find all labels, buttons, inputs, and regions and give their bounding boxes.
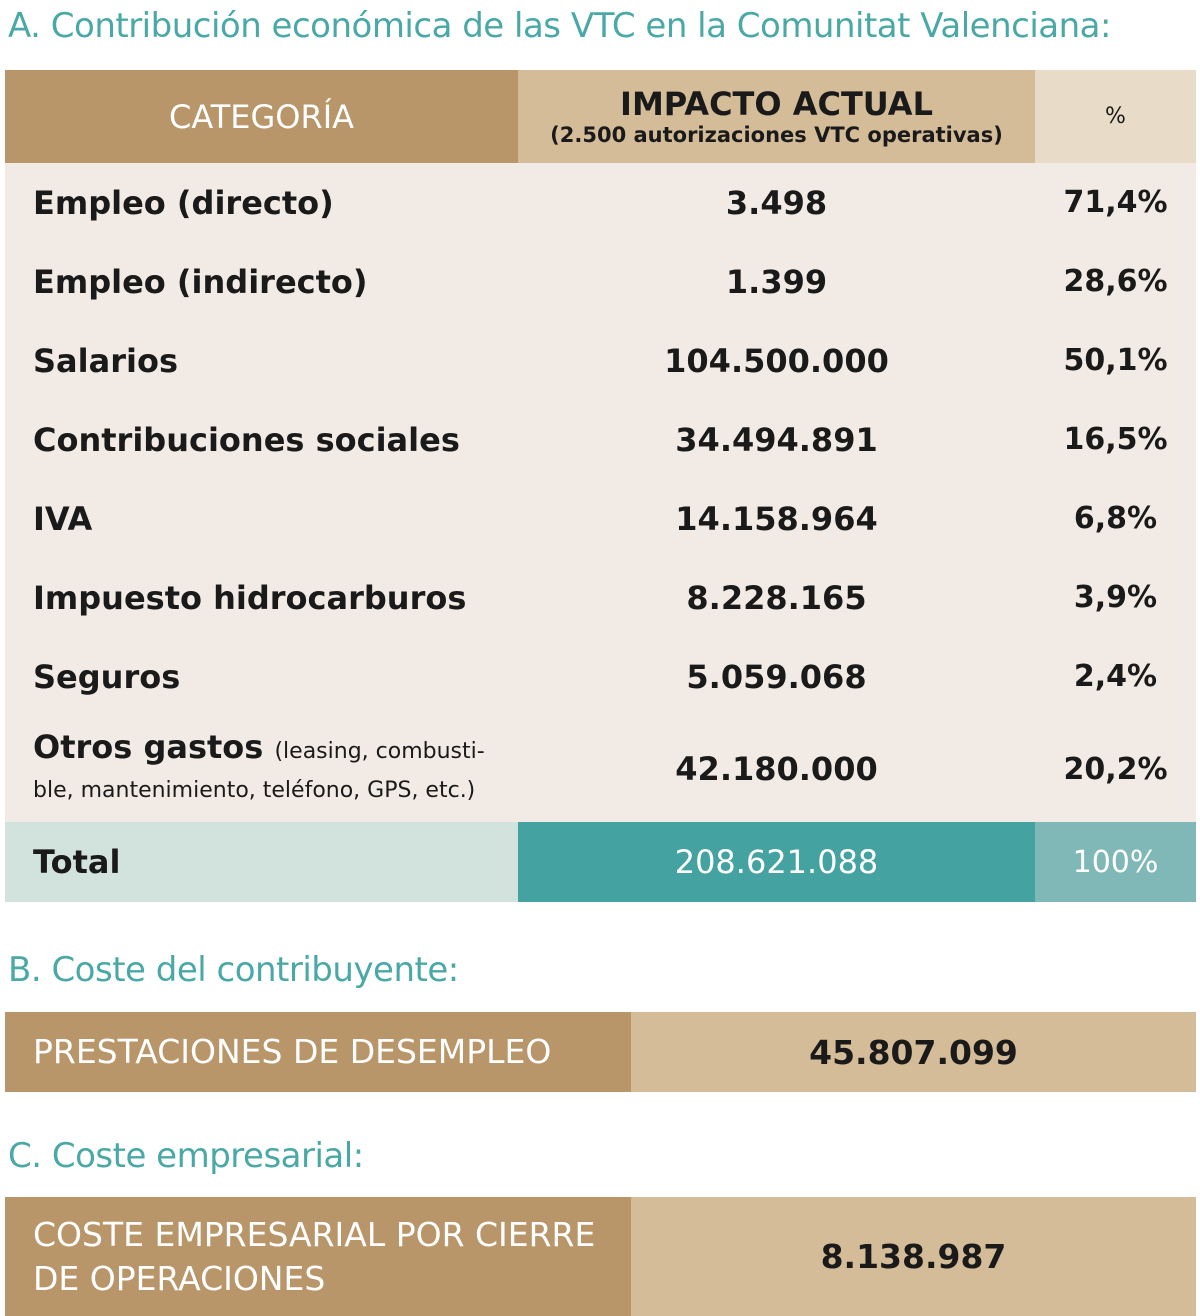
row-category: Seguros	[5, 637, 518, 716]
table-row: Impuesto hidrocarburos 8.228.165 3,9%	[5, 558, 1196, 637]
table-row: Salarios 104.500.000 50,1%	[5, 321, 1196, 400]
row-value: 42.180.000	[518, 716, 1035, 822]
total-label: Total	[5, 822, 518, 902]
total-percent: 100%	[1035, 822, 1196, 902]
header-impact: IMPACTO ACTUAL (2.500 autorizaciones VTC…	[518, 70, 1035, 163]
row-percent: 50,1%	[1035, 321, 1196, 400]
row-category: Salarios	[5, 321, 518, 400]
row-category-label: Salarios	[33, 341, 178, 380]
row-percent: 16,5%	[1035, 400, 1196, 479]
row-category-label: Empleo (directo)	[33, 183, 334, 222]
row-percent: 6,8%	[1035, 479, 1196, 558]
row-category-note: (leasing, combusti-ble, mantenimiento, t…	[33, 739, 485, 803]
unemployment-benefits-box: PRESTACIONES DE DESEMPLEO 45.807.099	[5, 1012, 1196, 1092]
table-row: Contribuciones sociales 34.494.891 16,5%	[5, 400, 1196, 479]
row-value: 34.494.891	[518, 400, 1035, 479]
row-value: 3.498	[518, 163, 1035, 242]
total-row: Total 208.621.088 100%	[5, 822, 1196, 902]
row-category: IVA	[5, 479, 518, 558]
row-percent: 2,4%	[1035, 637, 1196, 716]
header-impact-title: IMPACTO ACTUAL	[620, 84, 933, 123]
row-percent: 28,6%	[1035, 242, 1196, 321]
table-row: Otros gastos (leasing, combusti-ble, man…	[5, 716, 1196, 822]
total-value: 208.621.088	[518, 822, 1035, 902]
row-category: Empleo (directo)	[5, 163, 518, 242]
row-value: 1.399	[518, 242, 1035, 321]
row-category-label: Otros gastos	[33, 728, 264, 766]
row-value: 8.228.165	[518, 558, 1035, 637]
header-category: CATEGORÍA	[5, 70, 518, 163]
row-value: 104.500.000	[518, 321, 1035, 400]
section-b-title: B. Coste del contribuyente:	[8, 950, 459, 990]
table-row: Empleo (indirecto) 1.399 28,6%	[5, 242, 1196, 321]
table-row: Empleo (directo) 3.498 71,4%	[5, 163, 1196, 242]
row-percent: 20,2%	[1035, 716, 1196, 822]
row-value: 14.158.964	[518, 479, 1035, 558]
business-cost-label: COSTE EMPRESARIAL POR CIERRE DE OPERACIO…	[5, 1197, 631, 1316]
unemployment-benefits-label: PRESTACIONES DE DESEMPLEO	[5, 1012, 631, 1092]
row-category: Empleo (indirecto)	[5, 242, 518, 321]
section-c-title: C. Coste empresarial:	[8, 1136, 364, 1176]
row-percent: 3,9%	[1035, 558, 1196, 637]
row-category: Impuesto hidrocarburos	[5, 558, 518, 637]
table-row: IVA 14.158.964 6,8%	[5, 479, 1196, 558]
row-category: Otros gastos (leasing, combusti-ble, man…	[5, 716, 518, 822]
header-percent: %	[1035, 70, 1196, 163]
row-category-label: Impuesto hidrocarburos	[33, 578, 467, 617]
header-impact-subtitle: (2.500 autorizaciones VTC operativas)	[550, 122, 1003, 147]
row-value: 5.059.068	[518, 637, 1035, 716]
row-category-label: IVA	[33, 499, 93, 538]
row-category-label: Empleo (indirecto)	[33, 262, 368, 301]
row-category: Contribuciones sociales	[5, 400, 518, 479]
table-row: Seguros 5.059.068 2,4%	[5, 637, 1196, 716]
row-category-label: Seguros	[33, 657, 181, 696]
row-category-label: Contribuciones sociales	[33, 420, 460, 459]
business-cost-value: 8.138.987	[631, 1197, 1196, 1316]
row-percent: 71,4%	[1035, 163, 1196, 242]
contribution-table: CATEGORÍA IMPACTO ACTUAL (2.500 autoriza…	[5, 70, 1196, 902]
section-a-title: A. Contribución económica de las VTC en …	[8, 6, 1111, 46]
unemployment-benefits-value: 45.807.099	[631, 1012, 1196, 1092]
business-cost-box: COSTE EMPRESARIAL POR CIERRE DE OPERACIO…	[5, 1197, 1196, 1316]
